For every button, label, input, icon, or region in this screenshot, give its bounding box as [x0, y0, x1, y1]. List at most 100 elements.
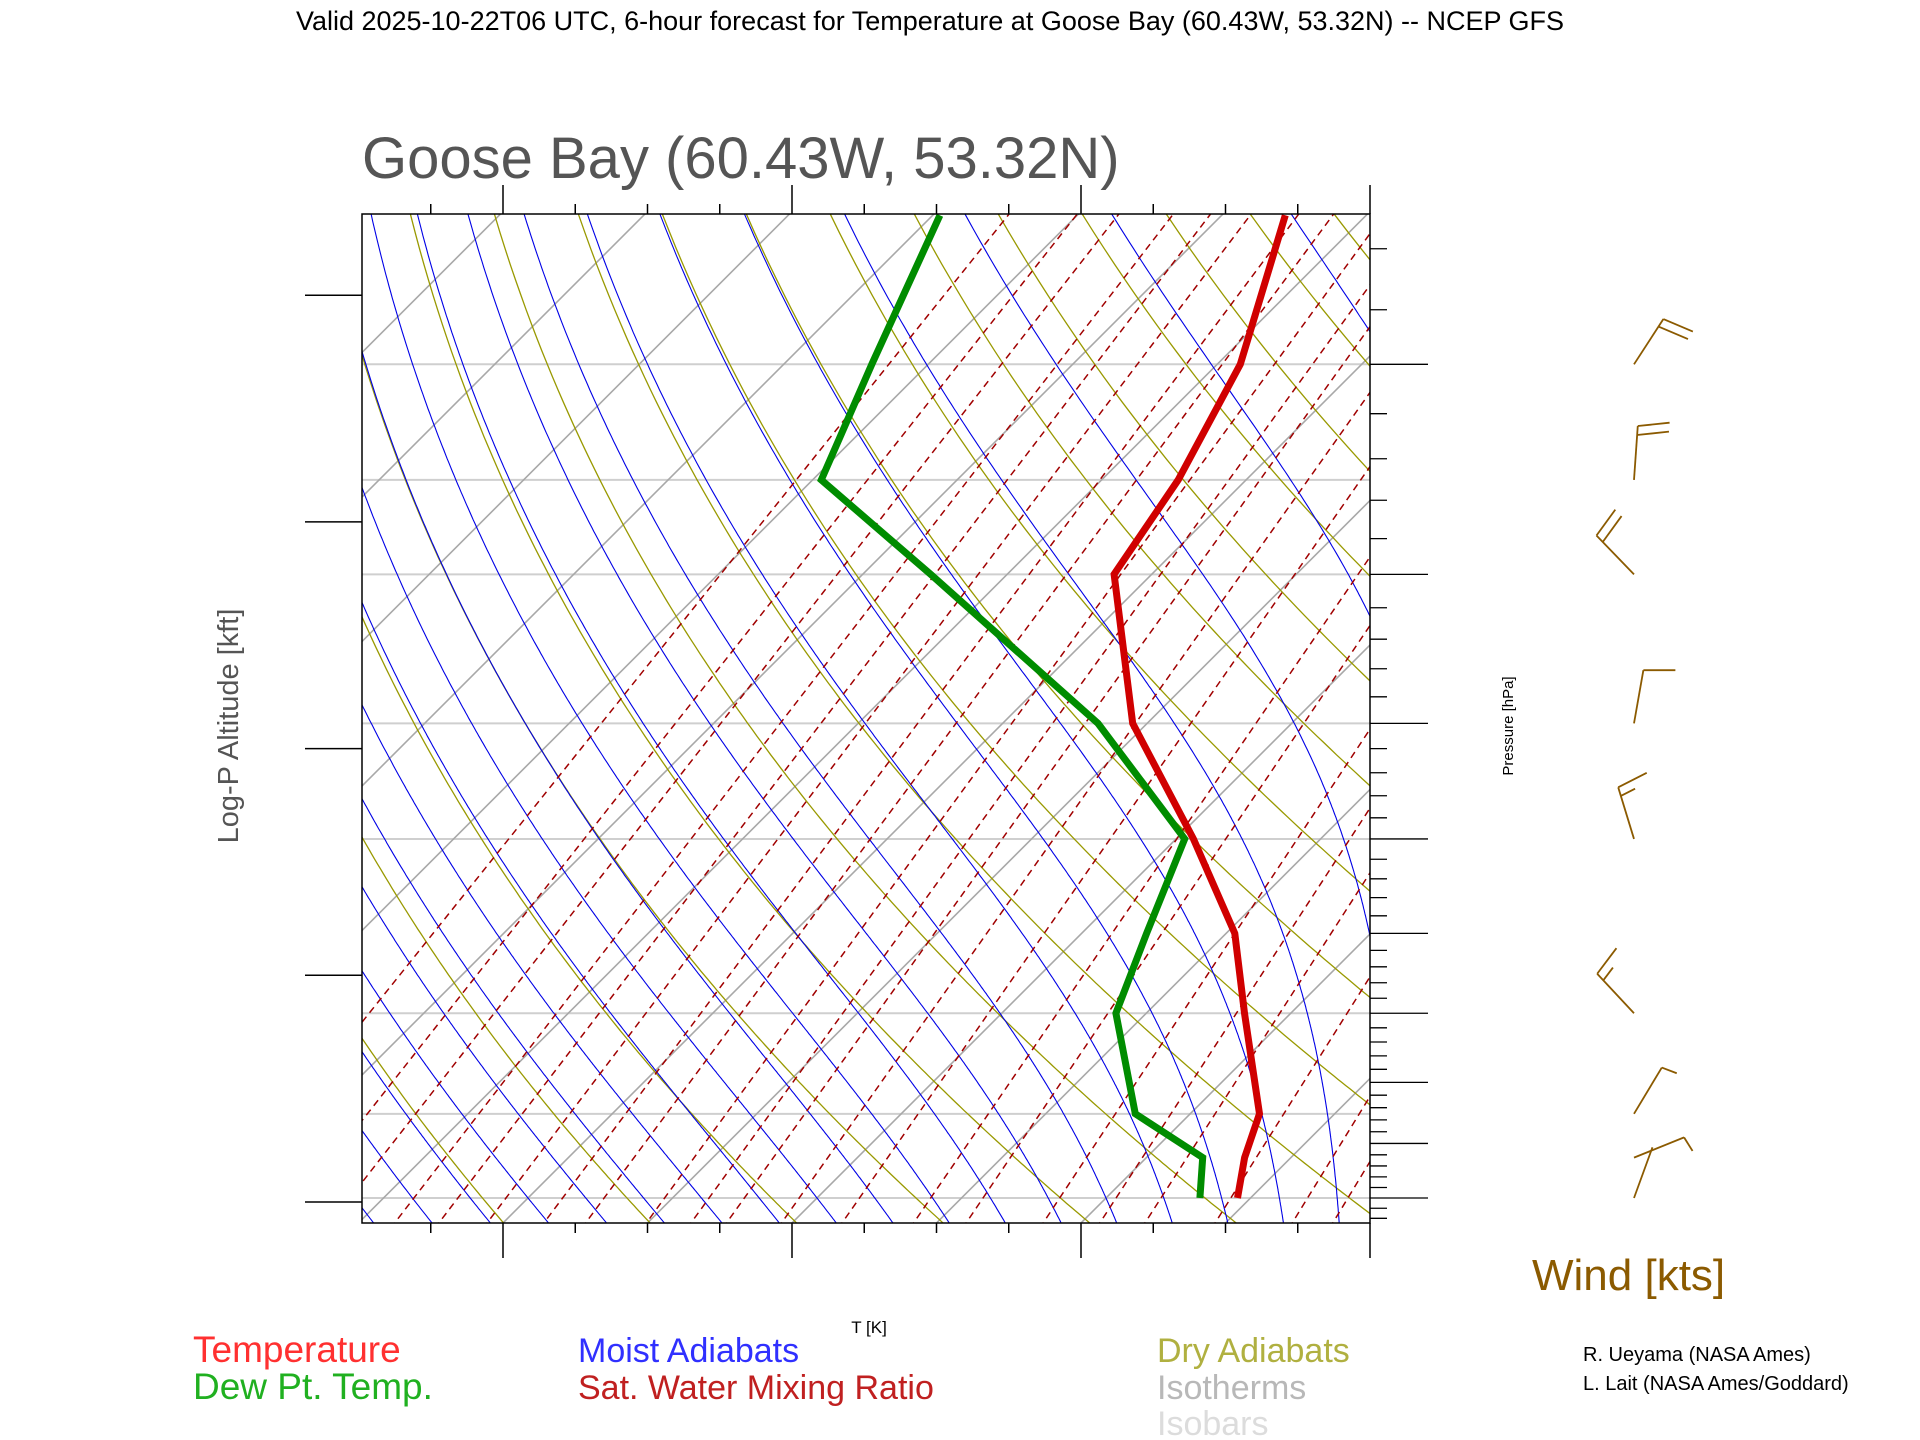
isotherm-line: [362, 214, 647, 499]
moist-adiabat-line: [362, 885, 608, 1223]
mixing-ratio-line: [362, 214, 1079, 1122]
moist-adiabat-line: [362, 349, 894, 1223]
mixing-ratio-line: [437, 214, 1212, 1223]
mixing-ratio-line: [393, 214, 1175, 1223]
dry-adiabat-line: [409, 214, 1091, 1223]
mixing-ratio-line: [841, 465, 1370, 1223]
credit-2: L. Lait (NASA Ames/Goddard): [1583, 1373, 1849, 1395]
mixing-ratio-lines: [362, 180, 1920, 1229]
x-axis-label: T [K]: [851, 1318, 887, 1337]
wind-barb-staff: [1633, 1067, 1663, 1115]
dry-adiabat-line: [1473, 180, 1920, 1229]
dry-adiabat-line: [1638, 180, 1920, 1229]
mixing-ratio-line: [645, 232, 1370, 1223]
mixing-ratio-line: [486, 214, 1253, 1223]
mixing-ratio-line: [780, 391, 1370, 1223]
mixing-ratio-line: [690, 283, 1370, 1223]
mixing-ratio-line: [362, 214, 1011, 1024]
dry-adiabat-line: [1556, 180, 1920, 1229]
wind-barb-feather: [1663, 318, 1694, 333]
dry-adiabats: [0, 180, 1920, 1229]
dry-adiabat-line: [997, 214, 1370, 682]
wind-barb-staff: [1633, 670, 1645, 724]
isotherm-line: [790, 643, 1370, 1223]
dry-adiabat-line: [362, 835, 652, 1223]
wind-title: Wind [kts]: [1532, 1251, 1725, 1300]
isotherm-line: [1224, 1077, 1370, 1223]
moist-adiabat-line: [1290, 214, 1370, 333]
isobars: [362, 363, 1370, 1199]
mixing-ratio-line: [1214, 975, 1370, 1223]
moist-adiabat-line: [843, 214, 1340, 1223]
axes: [305, 185, 1428, 1258]
legend-moist: Moist Adiabats: [578, 1332, 799, 1370]
dry-adiabat-line: [1391, 180, 1920, 1229]
dry-adiabat-line: [1721, 180, 1920, 1229]
wind-barb: [1596, 947, 1635, 1014]
moist-adiabat-line: [362, 969, 550, 1223]
mixing-ratio-line: [1291, 1094, 1370, 1223]
isotherm-line: [501, 354, 1370, 1223]
wind-barb-half-feather: [1620, 787, 1636, 797]
wind-barb: [1633, 1146, 1654, 1199]
wind-barb-staff: [1633, 425, 1639, 480]
dewpoint-profile: [817, 214, 1207, 1199]
isotherm-line: [646, 499, 1370, 1223]
mixing-ratio-line: [542, 214, 1300, 1223]
wind-barb: [1595, 509, 1635, 575]
moist-adiabat-line: [467, 214, 1062, 1223]
mixing-ratio-line: [965, 624, 1370, 1223]
isotherm-line: [362, 214, 936, 788]
dry-adiabat-line: [1803, 180, 1920, 1229]
moist-adiabat-line: [362, 485, 837, 1223]
mixing-ratio-line: [1380, 180, 1920, 1229]
dry-adiabat-line: [362, 1037, 505, 1223]
isotherm-line: [1509, 180, 1920, 1229]
moist-adiabat-line: [1111, 214, 1370, 618]
wind-barb-feather: [1658, 325, 1689, 340]
mixing-ratio-line: [362, 214, 1120, 1184]
isotherm-line: [362, 214, 502, 354]
legend-dewpoint: Dew Pt. Temp.: [193, 1366, 433, 1407]
wind-barb-feather: [1637, 430, 1670, 436]
legend-mixing: Sat. Water Mixing Ratio: [578, 1369, 934, 1407]
dry-adiabat-line: [1885, 180, 1920, 1229]
dry-adiabat-line: [1165, 214, 1370, 473]
wind-barb-feather: [1602, 515, 1623, 543]
station-title: Goose Bay (60.43W, 53.32N): [362, 126, 1120, 191]
isotherm-line: [0, 180, 246, 1229]
isotherm-line: [0, 180, 390, 1229]
isotherm-line: [362, 214, 1369, 1221]
wind-barb: [1633, 1066, 1678, 1115]
moist-adiabat-line: [416, 214, 1006, 1223]
plot-area: [0, 180, 1920, 1229]
credit-1: R. Ueyama (NASA Ames): [1583, 1344, 1811, 1366]
wind-barb-feather: [1595, 509, 1617, 537]
isotherm-line: [935, 788, 1370, 1223]
dry-adiabat-line: [362, 352, 945, 1223]
dry-adiabat-line: [0, 180, 361, 1229]
plot-frame: [361, 213, 1371, 1224]
isotherm-line: [362, 214, 791, 643]
moist-adiabat-line: [586, 214, 1173, 1223]
wind-barb: [1617, 771, 1648, 840]
moist-adiabat-line: [370, 214, 950, 1223]
moist-adiabat-line: [362, 797, 666, 1223]
isotherm-line: [1079, 932, 1370, 1223]
moist-adiabat-line: [362, 1129, 433, 1223]
wind-barb-half-feather: [1683, 1136, 1694, 1152]
wind-barb-half-feather: [1661, 1066, 1678, 1075]
dry-adiabat-line: [1249, 214, 1370, 368]
wind-barb-feather: [1617, 771, 1648, 789]
moist-adiabat-line: [659, 214, 1229, 1223]
dry-adiabat-line: [829, 214, 1370, 893]
isotherm-line: [1654, 180, 1920, 1229]
legend-temperature: Temperature: [193, 1329, 401, 1370]
y-axis-label: Log-P Altitude [kft]: [213, 609, 245, 844]
moist-adiabat-line: [362, 1050, 492, 1223]
legend-isobars: Isobars: [1157, 1405, 1269, 1440]
moist-adiabat-line: [362, 703, 723, 1223]
wind-barb-staff: [1633, 1136, 1685, 1159]
dry-adiabat-line: [1081, 214, 1370, 578]
